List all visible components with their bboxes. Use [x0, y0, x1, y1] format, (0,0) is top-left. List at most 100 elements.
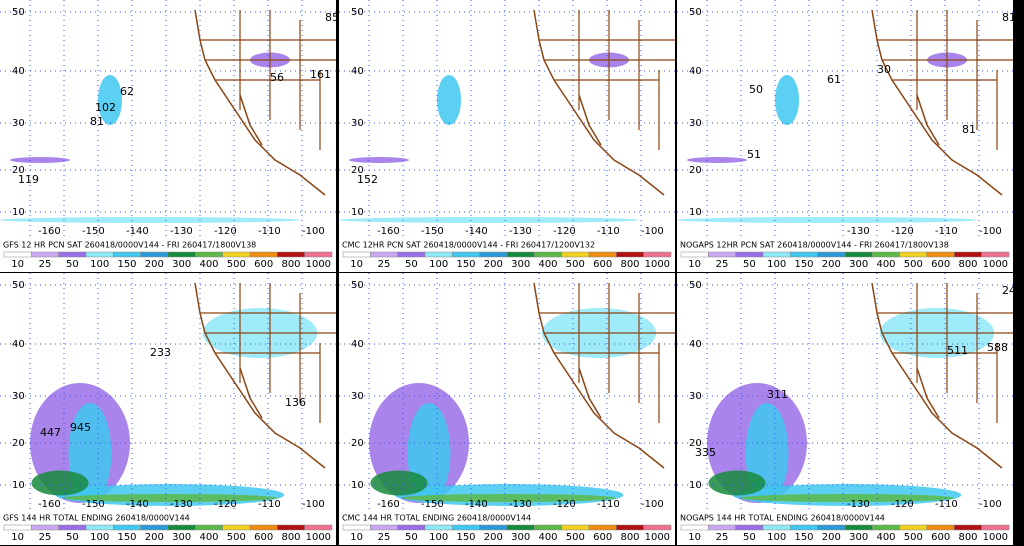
colorbar-cell — [167, 251, 196, 258]
colorbar-label: 800 — [958, 259, 977, 270]
state-borders — [539, 283, 675, 423]
lon-label: -100 — [979, 226, 1002, 237]
point-label: 81 — [962, 123, 976, 136]
lon-label: -150 — [82, 226, 105, 237]
lat-label: 20 — [689, 165, 702, 176]
lat-label: 50 — [689, 7, 702, 18]
state-borders — [877, 10, 1013, 150]
colorbar-label: 600 — [931, 532, 950, 543]
colorbar-cell — [85, 251, 114, 258]
map-panel: 50 40 30 20 10 -160 -150 -140 -130 -120 -110 -100 15… — [339, 0, 675, 272]
colorbar-label: 200 — [145, 532, 164, 543]
colorbar-label: 50 — [66, 532, 79, 543]
colorbar-label: 500 — [904, 259, 923, 270]
caption-strip — [339, 238, 675, 252]
colorbar-cell — [926, 524, 955, 531]
lat-label: 20 — [12, 165, 25, 176]
lat-label: 50 — [12, 7, 25, 18]
colorbar-cell — [479, 524, 508, 531]
colorbar-cell — [561, 251, 590, 258]
coastline — [194, 9, 326, 196]
colorbar-label: 800 — [281, 532, 300, 543]
lat-label: 40 — [351, 339, 364, 350]
colorbar-label: 100 — [90, 259, 109, 270]
lat-label: 10 — [351, 207, 364, 218]
colorbar-label: 50 — [405, 532, 418, 543]
precip-area — [339, 217, 639, 223]
colorbar-label: 800 — [958, 532, 977, 543]
colorbar-label: 300 — [511, 532, 530, 543]
colorbar-cell — [790, 251, 818, 258]
colorbar-cell — [342, 524, 371, 531]
colorbar-cell — [222, 251, 251, 258]
colorbar-cell — [735, 251, 764, 258]
state-borders — [539, 10, 675, 150]
colorbar-cell — [370, 524, 398, 531]
colorbar-cell — [342, 251, 371, 258]
precip-area — [349, 157, 409, 163]
point-label: 136 — [285, 396, 306, 409]
lon-label: -120 — [553, 226, 576, 237]
point-label: 152 — [357, 173, 378, 186]
colorbar-cell — [222, 524, 251, 531]
colorbar-cell — [140, 524, 169, 531]
lat-label: 20 — [689, 438, 702, 449]
lon-label: -130 — [847, 226, 870, 237]
lon-label: -130 — [170, 226, 193, 237]
colorbar-label: 600 — [931, 259, 950, 270]
caption-strip — [339, 511, 675, 525]
map-background — [677, 0, 1013, 272]
lon-label: -160 — [377, 499, 400, 510]
colorbar-cell — [31, 524, 59, 531]
colorbar-cell — [397, 251, 426, 258]
colorbar-label: 150 — [794, 259, 813, 270]
lon-label: -120 — [891, 499, 914, 510]
caption: NOGAPS 144 HR TOTAL ENDING 260418/0000V1… — [680, 514, 885, 523]
colorbar-label: 200 — [822, 532, 841, 543]
point-label: 51 — [747, 148, 761, 161]
lon-label: -160 — [377, 226, 400, 237]
colorbar-label: 400 — [199, 259, 218, 270]
colorbar-label: 25 — [716, 259, 729, 270]
lat-label: 50 — [12, 280, 25, 291]
point-label: 81 — [1002, 11, 1016, 24]
colorbar-label: 50 — [66, 259, 79, 270]
point-label: 311 — [767, 388, 788, 401]
lat-label: 20 — [12, 438, 25, 449]
colorbar-cell — [680, 251, 709, 258]
lon-label: -150 — [421, 226, 444, 237]
map-panel: 50 40 30 20 10 -160 -150 -140 -130 -120 -110 -100 CM… — [339, 273, 675, 545]
colorbar-cell — [534, 251, 562, 258]
lat-label: 30 — [351, 118, 364, 129]
precip-area — [677, 217, 977, 223]
colorbar-label: 100 — [429, 532, 448, 543]
point-label: 447 — [40, 426, 61, 439]
lat-label: 30 — [351, 391, 364, 402]
precip-area — [62, 494, 278, 502]
colorbar-cell — [195, 524, 223, 531]
colorbar-label: 800 — [620, 259, 639, 270]
colorbar-cell — [954, 524, 982, 531]
lon-label: -120 — [891, 226, 914, 237]
lon-label: -120 — [214, 226, 237, 237]
colorbar-label: 400 — [199, 532, 218, 543]
colorbar-cell — [424, 524, 453, 531]
colorbar-label: 150 — [117, 532, 136, 543]
lat-label: 40 — [689, 339, 702, 350]
colorbar-label: 25 — [39, 532, 52, 543]
coastline — [871, 9, 1003, 196]
lat-label: 10 — [689, 207, 702, 218]
colorbar-label: 200 — [484, 259, 503, 270]
lon-label: -120 — [553, 499, 576, 510]
coastline — [194, 282, 326, 469]
precip-area — [775, 75, 799, 125]
colorbar-label: 200 — [145, 259, 164, 270]
coastline — [533, 282, 665, 469]
map-panel: 50 40 30 20 10 -130 -120 -110 -100 311 335 511 588 24… — [677, 273, 1023, 545]
colorbar-label: 400 — [876, 259, 895, 270]
precip-area — [370, 470, 428, 496]
colorbar-cell — [616, 251, 644, 258]
colorbar-cell — [3, 524, 32, 531]
colorbar-label: 100 — [90, 532, 109, 543]
